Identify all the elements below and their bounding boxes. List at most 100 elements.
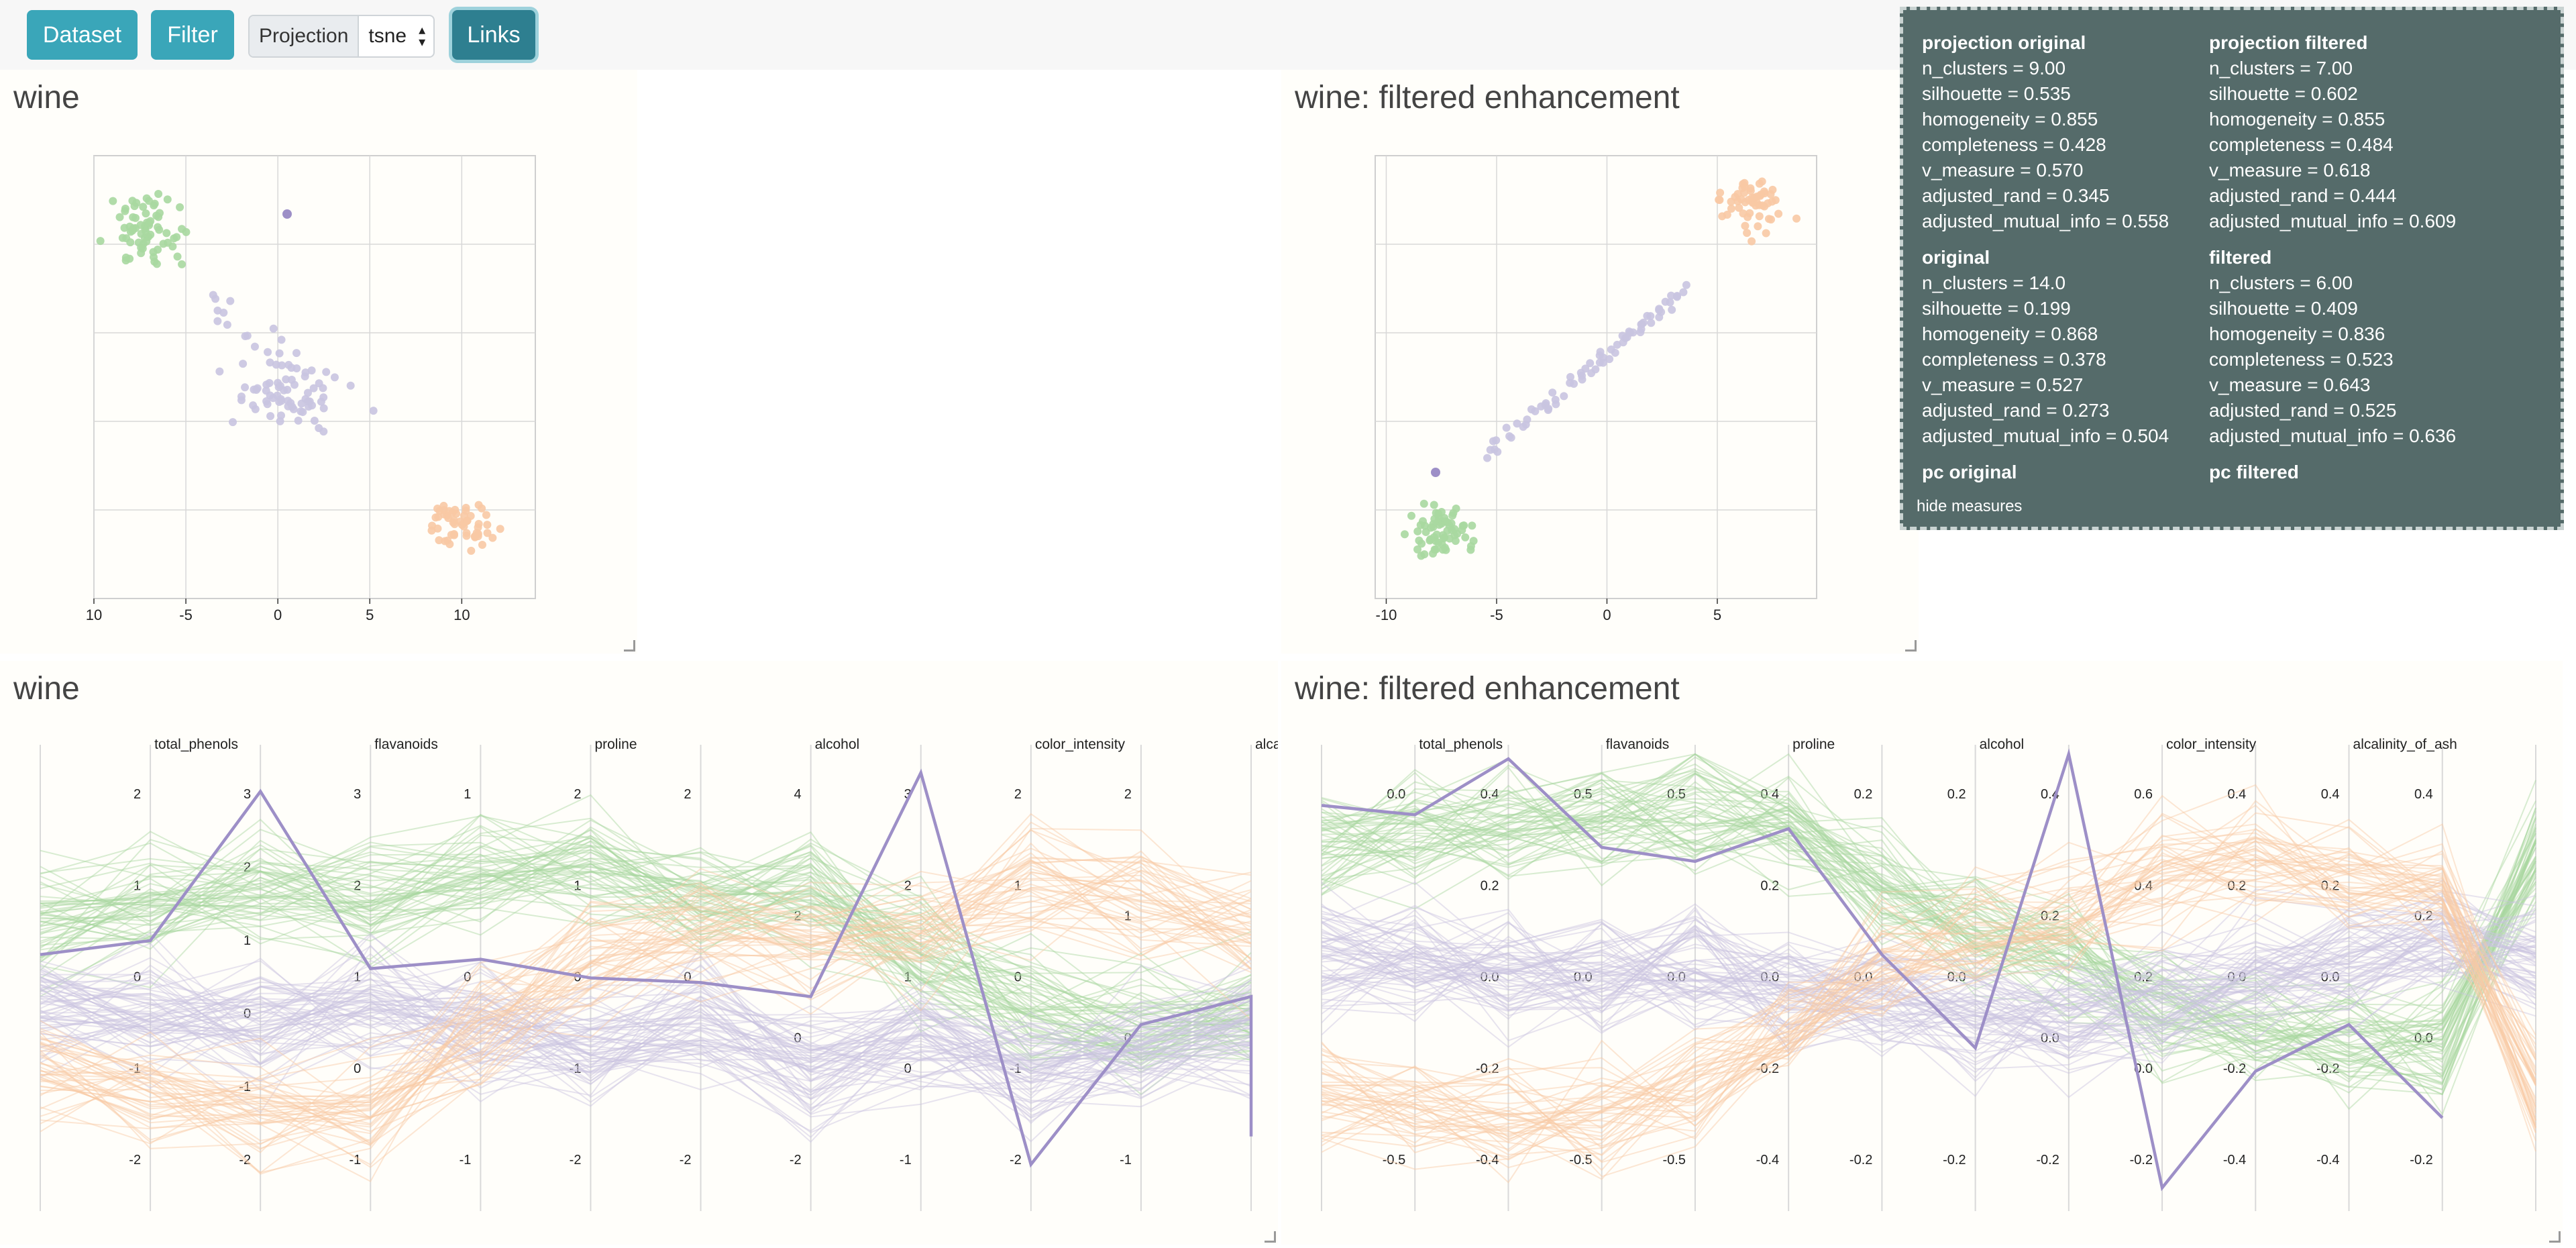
- data-point: [478, 540, 486, 549]
- pc-line: [1321, 788, 2536, 1080]
- pc-line: [1321, 808, 2536, 1046]
- data-point: [307, 366, 316, 375]
- pc-tick-label: -0.5: [1569, 1153, 1592, 1167]
- pc-tick-label: 1: [1014, 878, 1022, 893]
- data-point: [449, 531, 458, 539]
- resize-handle[interactable]: [2549, 1231, 2561, 1243]
- data-point: [1605, 355, 1614, 364]
- pc-tick-label: 0.0: [1854, 970, 1873, 985]
- hide-measures-link[interactable]: hide measures: [1917, 497, 2023, 515]
- data-point: [1469, 537, 1478, 545]
- pc-line: [40, 842, 1252, 1035]
- filter-button[interactable]: Filter: [151, 10, 234, 60]
- pc-line: [40, 978, 1252, 1100]
- pc-line: [40, 969, 1252, 1069]
- pc-line: [40, 855, 1252, 1098]
- pc-line: [1321, 915, 2536, 1049]
- scatter-original-plot[interactable]: 10 -5 0 5 10: [0, 70, 637, 654]
- pc-tick-label: 0.0: [1387, 787, 1405, 802]
- dataset-button[interactable]: Dataset: [27, 10, 138, 60]
- parallel-coordinates-filtered[interactable]: 0.0 -0.5 0.4 0.2 0.0 -0.2 -0.4 0.5 0.0 -0.5 0.5 0.0…: [1281, 661, 2563, 1245]
- pc-tick-label: 0.0: [2414, 1031, 2433, 1045]
- pc-line: [40, 953, 1252, 1094]
- data-point: [1647, 319, 1656, 327]
- data-point: [266, 412, 275, 421]
- data-point: [154, 246, 162, 254]
- data-point: [162, 229, 171, 238]
- scatter-filtered-plot[interactable]: -10 -5 0 5: [1281, 70, 1919, 654]
- projection-select[interactable]: tsne ▴ ▾: [359, 16, 433, 56]
- measure-line: completeness = 0.484: [2209, 134, 2394, 155]
- pc-line: [40, 866, 1252, 1059]
- pc-tick-label: -0.2: [2130, 1153, 2153, 1167]
- pc-tick-label: -1: [129, 1061, 141, 1076]
- pc-tick-label: 0.0: [1574, 970, 1593, 985]
- pc-tick-label: -2: [1010, 1153, 1022, 1167]
- pc-line: [40, 845, 1252, 1049]
- data-point: [1430, 501, 1438, 509]
- data-point: [287, 376, 296, 384]
- pc-line: [1321, 917, 2536, 1070]
- pc-tick-label: 0: [574, 970, 581, 985]
- data-point: [1756, 190, 1765, 199]
- measure-line: n_clusters = 6.00: [2209, 272, 2353, 293]
- data-point: [1523, 415, 1532, 424]
- pc-line: [1321, 916, 2536, 1023]
- pc-line: [40, 871, 1252, 1028]
- pc-line: [40, 1008, 1252, 1114]
- pc-line: [40, 978, 1252, 1103]
- pc-line: [1321, 849, 2536, 1149]
- pc-line: [40, 932, 1252, 1100]
- data-point: [1492, 436, 1501, 445]
- data-point: [142, 227, 150, 236]
- pc-line: [40, 911, 1252, 1168]
- pc-tick-label: 3: [244, 787, 251, 802]
- panel-title: wine: filtered enhancement: [1295, 80, 1680, 115]
- links-button[interactable]: Links: [452, 10, 535, 60]
- pc-axis-label: flavanoids: [1606, 737, 1670, 752]
- pc-line: [1321, 784, 2536, 1140]
- resize-handle[interactable]: [1905, 640, 1917, 652]
- data-point: [1636, 328, 1645, 337]
- pc-tick-label: -2: [570, 1153, 582, 1167]
- pc-line: [40, 987, 1252, 1123]
- data-points: [1400, 177, 1801, 560]
- pc-tick-label: 0: [244, 1006, 251, 1021]
- data-point: [1746, 187, 1755, 195]
- pc-line: [1321, 908, 2536, 1027]
- pc-line: [40, 851, 1252, 1046]
- pc-line: [40, 966, 1252, 1069]
- pc-tick-label: -2: [680, 1153, 692, 1167]
- data-point: [1738, 184, 1747, 193]
- data-point: [1419, 499, 1428, 508]
- pc-line: [40, 900, 1252, 1166]
- pc-line: [40, 834, 1252, 1061]
- data-point: [239, 360, 248, 368]
- pc-line: [40, 968, 1252, 1072]
- pc-line: [40, 894, 1252, 1108]
- pc-tick-label: -0.2: [1756, 1061, 1779, 1076]
- pc-tick-label: 0.0: [1760, 970, 1779, 985]
- pc-line: [40, 840, 1252, 1028]
- data-point: [1768, 197, 1776, 206]
- pc-tick-label: 0.0: [2041, 1031, 2059, 1045]
- pc-line: [1321, 823, 2536, 1144]
- pc-line: [40, 960, 1252, 1103]
- pc-line: [1321, 912, 2536, 1037]
- pc-line: [1321, 848, 2536, 1127]
- data-point: [1451, 537, 1460, 545]
- pc-line: [1321, 859, 2536, 1152]
- pc-tick-label: 1: [354, 970, 361, 985]
- pc-line: [40, 862, 1252, 1033]
- measure-line: completeness = 0.428: [1922, 134, 2106, 155]
- pc-line: [1321, 906, 2536, 1057]
- data-point: [145, 219, 154, 227]
- scatter-original-panel: wine 10 -5 0 5 10: [0, 70, 637, 654]
- pc-line: [1321, 801, 2536, 1110]
- parallel-coordinates-original[interactable]: 2 1 0 -1 -2 3 2 1 0 -1 -2 3 2 1 0 -1 1 0 -1 2 1 0 -1 -2 2 0 -2 4 2 0 -…: [0, 661, 1278, 1245]
- data-point: [283, 385, 292, 394]
- pc-line: [1321, 839, 2536, 1141]
- pc-line: [40, 957, 1252, 1100]
- resize-handle[interactable]: [1265, 1231, 1276, 1243]
- resize-handle[interactable]: [624, 640, 635, 652]
